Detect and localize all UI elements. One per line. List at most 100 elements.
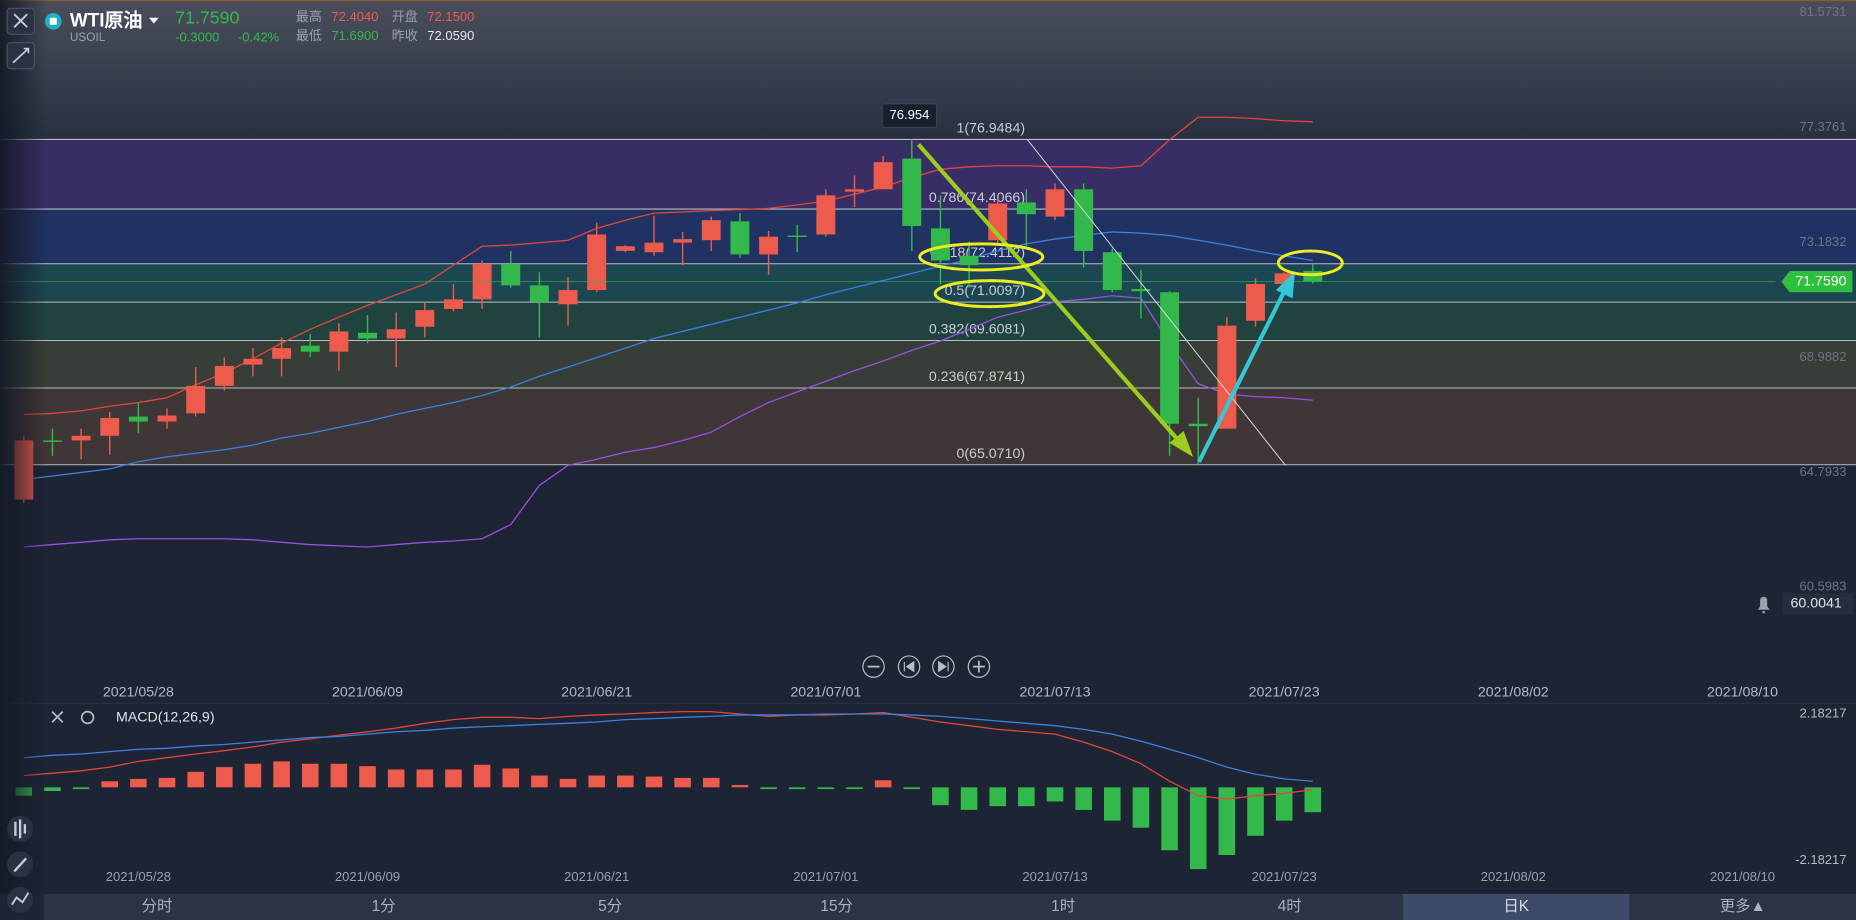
candle-body — [701, 220, 721, 241]
macd-line — [23, 713, 1313, 782]
candle-body — [845, 189, 864, 192]
x-tick-label: 2021/08/02 — [1478, 684, 1549, 700]
timeframe-tab[interactable]: 日K — [1402, 893, 1630, 920]
scroll-end[interactable] — [932, 655, 955, 678]
fib-label: 0(65.0710) — [956, 446, 1025, 462]
timeframe-tab[interactable]: 分时 — [142, 897, 173, 915]
alert-bell[interactable] — [1757, 596, 1770, 614]
histogram-bar — [244, 763, 262, 788]
histogram-bar — [1018, 787, 1035, 807]
fib-zone — [0, 302, 1856, 341]
y-tick-label: -2.18217 — [1795, 852, 1846, 867]
x-tick-label: 2021/07/23 — [1252, 869, 1317, 884]
histogram-bar — [1247, 787, 1264, 836]
last-price: 71.7590 — [175, 8, 239, 28]
candle-body — [558, 290, 578, 305]
line-button[interactable] — [7, 886, 34, 913]
fib-label: 0.618(72.4112) — [930, 245, 1025, 261]
close-button[interactable] — [6, 7, 35, 35]
tab-label: 更多▲ — [1720, 897, 1766, 915]
candle-body — [415, 310, 435, 327]
stat-label: 最高 — [296, 9, 322, 24]
band-line — [23, 116, 1313, 416]
stat-value: 72.0590 — [427, 28, 474, 43]
highlight-ellipse — [933, 279, 1046, 309]
timeframe-tab[interactable]: 15分 — [820, 897, 852, 915]
scroll-start[interactable] — [897, 655, 921, 678]
tab-label: 4时 — [1278, 897, 1302, 915]
stat-value: 72.1500 — [427, 9, 474, 24]
histogram-bar — [846, 787, 863, 790]
candle-body — [615, 246, 635, 251]
histogram-bar — [158, 777, 176, 788]
histogram-bar — [702, 777, 720, 788]
fib-zones: 1(76.9484) 0.786(74.4066) 0.618(72.4112) 0.… — [0, 121, 1856, 466]
stat-label: 开盘 — [392, 9, 418, 24]
candle-body — [1188, 423, 1208, 427]
trend-line — [1027, 139, 1286, 466]
timeframe-tab[interactable]: 更多▲ — [1720, 897, 1766, 915]
fib-label: 0.786(74.4066) — [929, 190, 1025, 206]
candle-body — [300, 345, 320, 352]
histogram-bar — [674, 777, 691, 788]
price-tag-label: 71.7590 — [1795, 273, 1846, 289]
timeframe-tab[interactable]: 5分 — [598, 897, 622, 915]
candle-body — [1045, 189, 1065, 217]
drawings — [916, 139, 1344, 466]
symbol-name: WTI原油 — [70, 9, 143, 31]
symbol-caret — [149, 17, 159, 24]
histogram-bar — [960, 787, 978, 810]
tab-label: 1时 — [1051, 897, 1075, 915]
timeframe-tab[interactable]: 4时 — [1278, 897, 1302, 915]
histogram-bar — [617, 775, 634, 788]
candle-body — [1074, 189, 1094, 251]
x-tick-label: 2021/06/21 — [561, 684, 632, 700]
histogram-bar — [502, 768, 520, 788]
x-tick-label: 2021/05/28 — [106, 869, 171, 884]
histogram-bar — [301, 763, 319, 788]
candle-body — [186, 385, 206, 414]
draw-tool-button[interactable] — [6, 42, 35, 70]
x-tick-label: 2021/07/01 — [793, 869, 858, 884]
zoom-out[interactable] — [862, 655, 885, 678]
histogram-bar — [416, 769, 434, 788]
up-arrow — [1197, 287, 1288, 463]
x-tick-label: 2021/07/13 — [1020, 684, 1091, 700]
logo-mark — [49, 17, 57, 25]
candle-body — [902, 158, 922, 226]
candle-body — [443, 299, 463, 309]
symbol-code: USOIL — [70, 30, 106, 44]
histogram-bar — [1275, 787, 1293, 821]
candle-icon — [14, 819, 27, 839]
pen-icon — [13, 857, 27, 873]
pen-button[interactable] — [7, 851, 34, 878]
panel-close[interactable] — [51, 711, 64, 723]
timeframe-tab[interactable]: 1时 — [1051, 897, 1075, 915]
histogram-bar — [387, 769, 405, 788]
histogram-bar — [788, 787, 806, 790]
y-tick-label: 81.5731 — [1799, 4, 1846, 19]
fib-label: 1(76.9484) — [956, 121, 1025, 137]
symbol-header[interactable]: WTI原油 USOIL — [44, 9, 159, 44]
candle-body — [1217, 325, 1237, 429]
highlight-ellipse — [918, 242, 1045, 272]
candle-body — [873, 162, 893, 190]
candle-body — [730, 221, 750, 255]
indicator-button[interactable] — [7, 815, 34, 842]
panel-settings[interactable] — [80, 710, 95, 725]
histogram-bar — [1104, 787, 1121, 821]
histogram-bar — [101, 781, 119, 788]
band-line — [23, 295, 1313, 548]
stat-value: 72.4040 — [331, 9, 378, 24]
x-tick-label: 2021/07/01 — [790, 684, 861, 700]
histogram-bar — [1161, 787, 1178, 851]
tab-label: 1分 — [372, 897, 396, 915]
candle-body — [644, 242, 664, 253]
x-tick-label: 2021/06/21 — [564, 869, 629, 884]
candle-body — [1274, 273, 1294, 285]
zoom-in[interactable] — [967, 655, 991, 678]
timeframe-tab[interactable]: 1分 — [372, 897, 396, 915]
x-tick-label: 2021/06/09 — [335, 869, 400, 884]
